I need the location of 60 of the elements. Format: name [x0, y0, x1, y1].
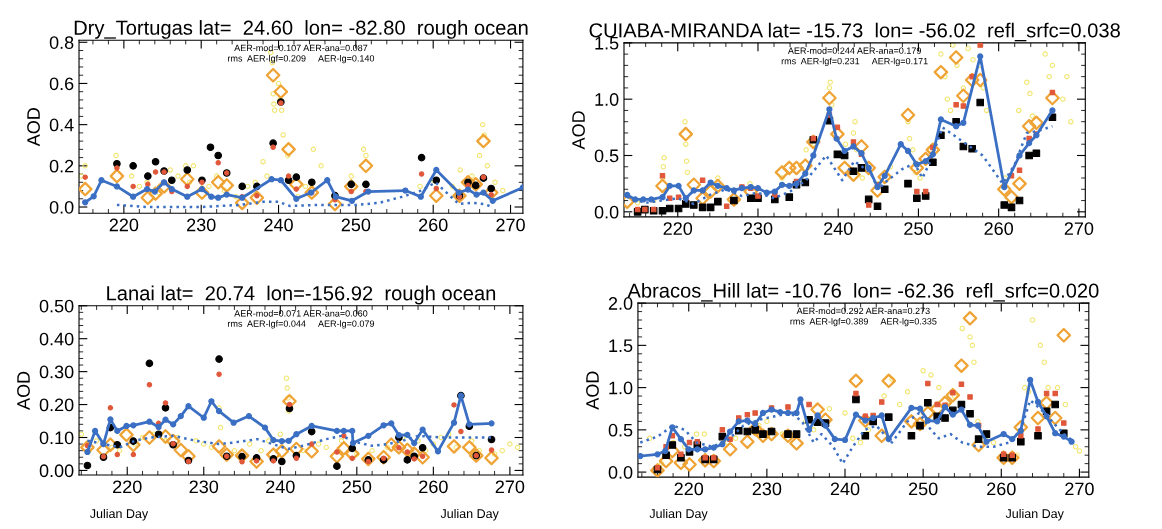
y-tick-label: 0.10 [39, 431, 74, 445]
x-tick-label: 270 [495, 480, 525, 494]
x-tick-label: 220 [674, 482, 704, 496]
y-tick-label: 1.0 [595, 93, 619, 106]
x-tick-label: 230 [189, 480, 219, 494]
y-axis-title: AOD [572, 111, 585, 150]
x-tick-label: 270 [1065, 482, 1094, 496]
y-tick-label: 0.2 [49, 159, 74, 173]
x-tick-label: 240 [830, 482, 860, 496]
y-tick-label: 0.5 [608, 423, 633, 437]
y-tick-label: 0.00 [39, 464, 74, 478]
y-tick-label: 1.0 [609, 381, 633, 395]
annotation: AER-mod=0.071 AER-ana=0.060 [234, 309, 368, 317]
x-tick-label: 230 [743, 222, 773, 236]
annotation: AER-mod=0.107 AER-ana=0.087 [234, 44, 368, 52]
y-tick-label: 0.4 [49, 118, 74, 132]
x-tick-label: 250 [908, 482, 938, 496]
annotation: AER-mod=0.244 AER-ana=0.179 [787, 47, 921, 54]
x-tick-label: 230 [187, 218, 216, 232]
text: Julian Day [89, 508, 149, 521]
x-tick-label: 270 [1064, 222, 1094, 236]
y-tick-label: 0.8 [49, 36, 74, 49]
chart-title: Dry_Tortugas lat= 24.60 lon= -82.80 rough ocean [74, 20, 528, 39]
annotation: rms AER-lgf=0.231 AER-lg=0.171 [781, 57, 928, 67]
y-axis-title: AOD [17, 371, 30, 410]
x-tick-label: 260 [984, 222, 1014, 236]
x-tick-label: 220 [109, 218, 139, 232]
y-tick-label: 0.40 [39, 332, 74, 346]
x-tick-label: 220 [663, 222, 693, 236]
x-tick-label: 260 [419, 218, 448, 232]
y-tick-label: 0.20 [39, 398, 74, 412]
y-axis-title: AOD [27, 108, 40, 147]
annotation: rms AER-lgf=0.389 AER-lg=0.335 [790, 317, 937, 327]
chart-title: Lanai lat= 20.74 lon=-156.92 rough ocean [107, 285, 496, 305]
y-tick-label: 1.5 [609, 339, 633, 353]
x-tick-label: 230 [752, 482, 782, 496]
y-tick-label: 0.5 [594, 149, 619, 163]
y-tick-label: 0.0 [594, 205, 619, 219]
text: Julian Day [440, 508, 499, 521]
x-tick-label: 240 [824, 222, 853, 236]
x-tick-label: 240 [266, 480, 295, 494]
y-tick-label: 0.50 [39, 299, 74, 313]
y-tick-label: 0.0 [608, 466, 633, 479]
x-tick-label: 250 [341, 218, 371, 232]
y-tick-label: 0.0 [49, 200, 74, 214]
annotation: rms AER-lgf=0.209 AER-lg=0.140 [228, 54, 375, 64]
annotation: rms AER-lgf=0.044 AER-lg=0.079 [228, 320, 375, 329]
y-tick-label: 0.30 [39, 365, 74, 379]
annotation: AER-mod=0.292 AER-ana=0.273 [796, 307, 930, 315]
x-tick-label: 240 [264, 218, 293, 232]
y-tick-label: 0.6 [49, 77, 74, 91]
x-tick-label: 250 [904, 222, 933, 236]
x-tick-label: 250 [342, 480, 372, 494]
text: Julian Day [1005, 508, 1064, 521]
x-tick-label: 260 [419, 480, 448, 494]
x-tick-label: 270 [496, 218, 525, 232]
text: Julian Day [649, 508, 708, 521]
x-tick-label: 260 [987, 482, 1016, 496]
y-axis-title: AOD [586, 371, 599, 410]
x-tick-label: 220 [113, 480, 142, 494]
